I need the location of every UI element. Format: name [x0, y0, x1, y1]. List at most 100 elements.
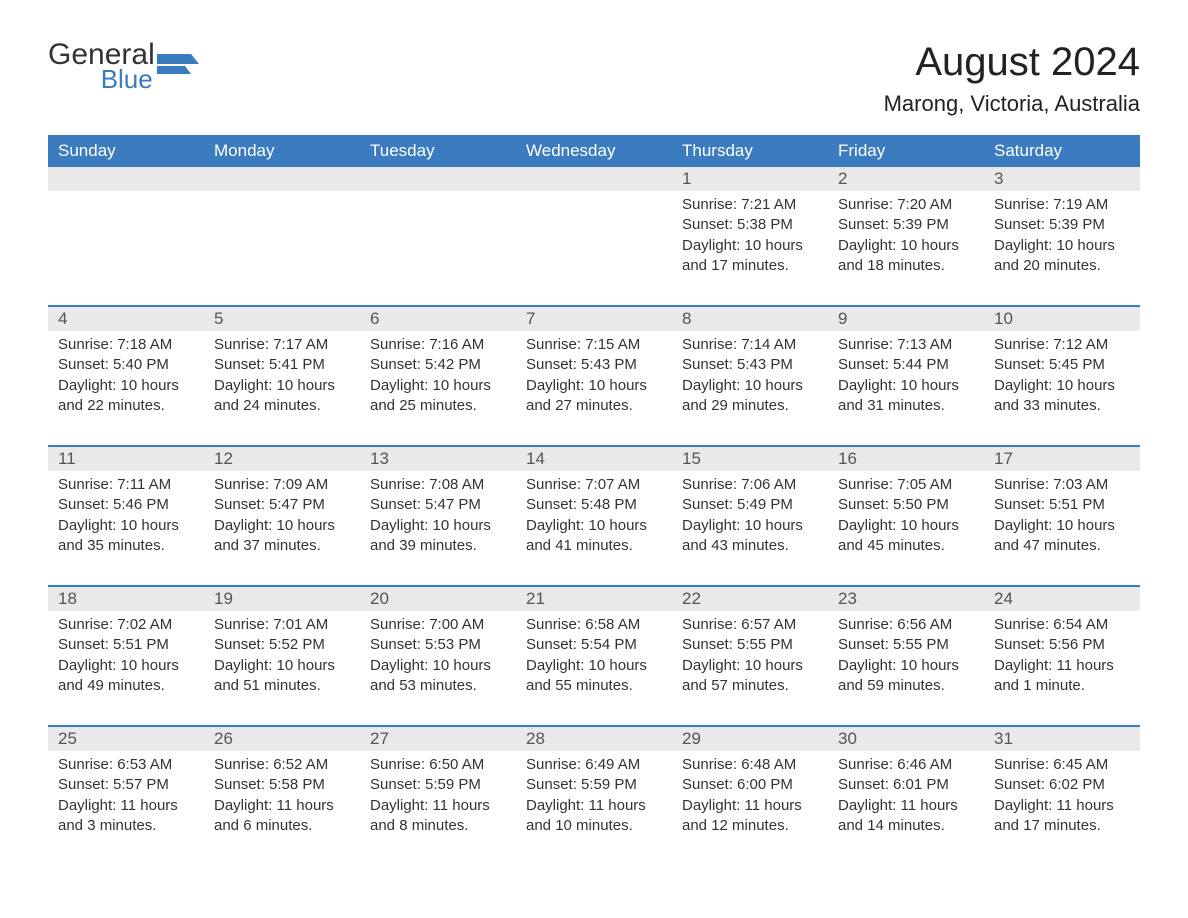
- day-number: 26: [204, 727, 360, 751]
- sunset-text: Sunset: 5:38 PM: [682, 215, 822, 235]
- sunset-text: Sunset: 5:59 PM: [526, 775, 666, 795]
- sunset-text: Sunset: 5:59 PM: [370, 775, 510, 795]
- sunrise-text: Sunrise: 6:45 AM: [994, 755, 1134, 775]
- daylight1-text: Daylight: 11 hours: [370, 796, 510, 816]
- daylight1-text: Daylight: 10 hours: [526, 376, 666, 396]
- sunset-text: Sunset: 5:49 PM: [682, 495, 822, 515]
- daylight1-text: Daylight: 11 hours: [214, 796, 354, 816]
- day-number: 4: [48, 307, 204, 331]
- day-number: 19: [204, 587, 360, 611]
- sunset-text: Sunset: 5:46 PM: [58, 495, 198, 515]
- daylight1-text: Daylight: 10 hours: [682, 236, 822, 256]
- sunset-text: Sunset: 5:47 PM: [214, 495, 354, 515]
- day-cell: 17Sunrise: 7:03 AMSunset: 5:51 PMDayligh…: [984, 447, 1140, 567]
- sunset-text: Sunset: 5:42 PM: [370, 355, 510, 375]
- day-number: [360, 167, 516, 191]
- daylight2-text: and 53 minutes.: [370, 676, 510, 696]
- sunset-text: Sunset: 5:43 PM: [526, 355, 666, 375]
- day-cell: 14Sunrise: 7:07 AMSunset: 5:48 PMDayligh…: [516, 447, 672, 567]
- sunset-text: Sunset: 5:39 PM: [994, 215, 1134, 235]
- sunset-text: Sunset: 5:48 PM: [526, 495, 666, 515]
- sunset-text: Sunset: 5:45 PM: [994, 355, 1134, 375]
- day-info: Sunrise: 6:49 AMSunset: 5:59 PMDaylight:…: [522, 755, 666, 836]
- location: Marong, Victoria, Australia: [884, 91, 1140, 117]
- day-number: 1: [672, 167, 828, 191]
- day-info: Sunrise: 7:08 AMSunset: 5:47 PMDaylight:…: [366, 475, 510, 556]
- day-number: 12: [204, 447, 360, 471]
- sunrise-text: Sunrise: 6:48 AM: [682, 755, 822, 775]
- daylight1-text: Daylight: 10 hours: [838, 516, 978, 536]
- sunrise-text: Sunrise: 7:20 AM: [838, 195, 978, 215]
- daylight1-text: Daylight: 10 hours: [682, 516, 822, 536]
- day-cell: 23Sunrise: 6:56 AMSunset: 5:55 PMDayligh…: [828, 587, 984, 707]
- day-info: Sunrise: 6:58 AMSunset: 5:54 PMDaylight:…: [522, 615, 666, 696]
- sunrise-text: Sunrise: 7:18 AM: [58, 335, 198, 355]
- daylight2-text: and 45 minutes.: [838, 536, 978, 556]
- sunset-text: Sunset: 5:52 PM: [214, 635, 354, 655]
- day-header: Friday: [828, 135, 984, 167]
- day-header: Wednesday: [516, 135, 672, 167]
- sunset-text: Sunset: 6:02 PM: [994, 775, 1134, 795]
- day-cell: 19Sunrise: 7:01 AMSunset: 5:52 PMDayligh…: [204, 587, 360, 707]
- daylight1-text: Daylight: 10 hours: [682, 376, 822, 396]
- daylight2-text: and 22 minutes.: [58, 396, 198, 416]
- day-cell: 11Sunrise: 7:11 AMSunset: 5:46 PMDayligh…: [48, 447, 204, 567]
- sunrise-text: Sunrise: 7:13 AM: [838, 335, 978, 355]
- sunrise-text: Sunrise: 6:56 AM: [838, 615, 978, 635]
- sunset-text: Sunset: 5:55 PM: [682, 635, 822, 655]
- sunrise-text: Sunrise: 7:05 AM: [838, 475, 978, 495]
- day-number: 9: [828, 307, 984, 331]
- sunrise-text: Sunrise: 6:50 AM: [370, 755, 510, 775]
- day-cell: 7Sunrise: 7:15 AMSunset: 5:43 PMDaylight…: [516, 307, 672, 427]
- daylight2-text: and 55 minutes.: [526, 676, 666, 696]
- day-info: Sunrise: 7:02 AMSunset: 5:51 PMDaylight:…: [54, 615, 198, 696]
- sunrise-text: Sunrise: 7:01 AM: [214, 615, 354, 635]
- daylight1-text: Daylight: 10 hours: [214, 376, 354, 396]
- day-info: Sunrise: 7:19 AMSunset: 5:39 PMDaylight:…: [990, 195, 1134, 276]
- day-cell: 18Sunrise: 7:02 AMSunset: 5:51 PMDayligh…: [48, 587, 204, 707]
- sunrise-text: Sunrise: 6:57 AM: [682, 615, 822, 635]
- day-info: Sunrise: 6:54 AMSunset: 5:56 PMDaylight:…: [990, 615, 1134, 696]
- day-info: Sunrise: 7:05 AMSunset: 5:50 PMDaylight:…: [834, 475, 978, 556]
- sunrise-text: Sunrise: 6:46 AM: [838, 755, 978, 775]
- sunrise-text: Sunrise: 7:12 AM: [994, 335, 1134, 355]
- sunset-text: Sunset: 5:56 PM: [994, 635, 1134, 655]
- daylight2-text: and 33 minutes.: [994, 396, 1134, 416]
- day-cell: 22Sunrise: 6:57 AMSunset: 5:55 PMDayligh…: [672, 587, 828, 707]
- daylight1-text: Daylight: 11 hours: [58, 796, 198, 816]
- day-number: 24: [984, 587, 1140, 611]
- sunrise-text: Sunrise: 7:19 AM: [994, 195, 1134, 215]
- weeks-container: 1Sunrise: 7:21 AMSunset: 5:38 PMDaylight…: [48, 167, 1140, 847]
- logo: General Blue: [48, 40, 199, 92]
- week-row: 25Sunrise: 6:53 AMSunset: 5:57 PMDayligh…: [48, 725, 1140, 847]
- day-info: Sunrise: 7:18 AMSunset: 5:40 PMDaylight:…: [54, 335, 198, 416]
- sunset-text: Sunset: 6:00 PM: [682, 775, 822, 795]
- sunrise-text: Sunrise: 6:49 AM: [526, 755, 666, 775]
- day-number: 20: [360, 587, 516, 611]
- daylight1-text: Daylight: 11 hours: [994, 796, 1134, 816]
- sunset-text: Sunset: 5:50 PM: [838, 495, 978, 515]
- sunrise-text: Sunrise: 6:52 AM: [214, 755, 354, 775]
- day-cell: 25Sunrise: 6:53 AMSunset: 5:57 PMDayligh…: [48, 727, 204, 847]
- daylight2-text: and 3 minutes.: [58, 816, 198, 836]
- day-number: 28: [516, 727, 672, 751]
- day-cell: 31Sunrise: 6:45 AMSunset: 6:02 PMDayligh…: [984, 727, 1140, 847]
- daylight2-text: and 17 minutes.: [682, 256, 822, 276]
- sunrise-text: Sunrise: 6:58 AM: [526, 615, 666, 635]
- day-info: Sunrise: 7:15 AMSunset: 5:43 PMDaylight:…: [522, 335, 666, 416]
- day-number: 21: [516, 587, 672, 611]
- sunrise-text: Sunrise: 7:11 AM: [58, 475, 198, 495]
- empty-cell: [48, 167, 204, 287]
- sunset-text: Sunset: 5:47 PM: [370, 495, 510, 515]
- daylight2-text: and 31 minutes.: [838, 396, 978, 416]
- week-row: 4 Sunrise: 7:18 AMSunset: 5:40 PMDaylight…: [48, 305, 1140, 427]
- sunset-text: Sunset: 5:44 PM: [838, 355, 978, 375]
- daylight2-text: and 17 minutes.: [994, 816, 1134, 836]
- day-info: Sunrise: 6:56 AMSunset: 5:55 PMDaylight:…: [834, 615, 978, 696]
- daylight2-text: and 49 minutes.: [58, 676, 198, 696]
- day-info: Sunrise: 7:17 AMSunset: 5:41 PMDaylight:…: [210, 335, 354, 416]
- day-info: Sunrise: 6:48 AMSunset: 6:00 PMDaylight:…: [678, 755, 822, 836]
- day-header: Monday: [204, 135, 360, 167]
- daylight1-text: Daylight: 10 hours: [838, 376, 978, 396]
- sunrise-text: Sunrise: 7:17 AM: [214, 335, 354, 355]
